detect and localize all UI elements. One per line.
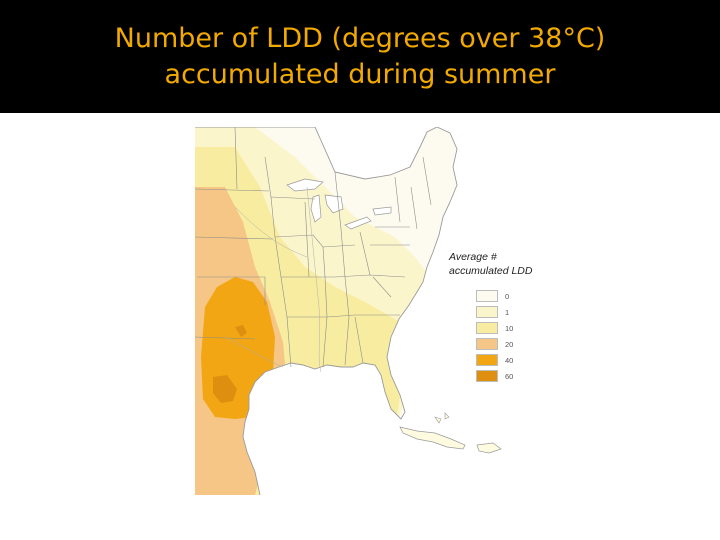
legend-label: 20	[505, 339, 514, 349]
ldd-map	[195, 127, 505, 495]
legend-item: 10	[476, 321, 513, 335]
legend-swatch	[476, 306, 498, 318]
legend-item: 40	[476, 353, 513, 367]
legend-swatch	[476, 338, 498, 350]
legend-label: 40	[505, 355, 514, 365]
legend-item: 1	[476, 305, 513, 319]
legend-swatch	[476, 322, 498, 334]
map-svg	[195, 127, 505, 495]
legend-label: 0	[505, 291, 510, 301]
legend-item: 60	[476, 369, 513, 383]
title-line-2: accumulated during summer	[164, 58, 556, 90]
legend: 0 1 10 20 40 60	[476, 289, 513, 385]
legend-label: 60	[505, 371, 514, 381]
legend-swatch	[476, 354, 498, 366]
title-line-1: Number of LDD (degrees over 38°C)	[114, 22, 606, 54]
legend-label: 10	[505, 323, 514, 333]
legend-item: 20	[476, 337, 513, 351]
legend-swatch	[476, 290, 498, 302]
legend-item: 0	[476, 289, 513, 303]
title-bar: Number of LDD (degrees over 38°C) accumu…	[0, 0, 720, 113]
legend-label: 1	[505, 307, 510, 317]
legend-swatch	[476, 370, 498, 382]
legend-title: Average # accumulated LDD	[449, 251, 533, 277]
